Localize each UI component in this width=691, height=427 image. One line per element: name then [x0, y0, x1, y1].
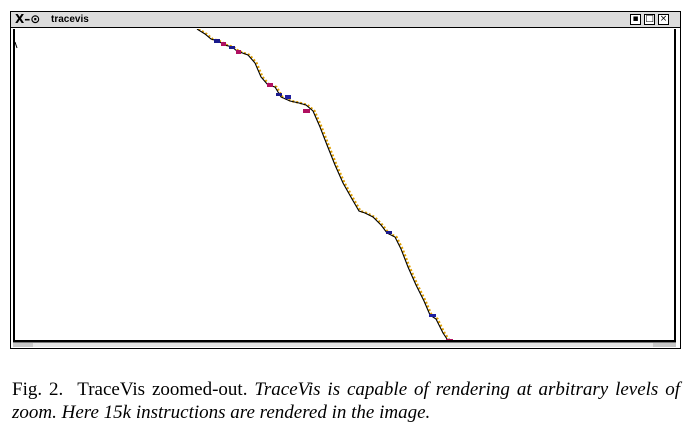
- close-button[interactable]: ×: [658, 14, 669, 25]
- figure-description: TraceVis is capable of rendering at arbi…: [12, 379, 680, 423]
- instruction-block-marker: [386, 231, 392, 234]
- tracevis-window: X–⊙ tracevis ▪ □ ×: [10, 11, 681, 349]
- instruction-block-marker: [446, 339, 453, 340]
- instruction-block-marker: [229, 46, 235, 49]
- figure-title: TraceVis zoomed-out.: [77, 379, 248, 400]
- window-title: tracevis: [51, 14, 89, 25]
- trace-visualization: [15, 29, 453, 340]
- instruction-block-marker: [221, 42, 226, 46]
- instruction-block-marker: [236, 50, 241, 54]
- scrollbar-thumb[interactable]: [33, 343, 653, 347]
- trace-accent-line: [197, 29, 451, 340]
- instruction-block-marker: [214, 39, 220, 43]
- figure-label: Fig. 2.: [12, 379, 64, 400]
- horizontal-scrollbar[interactable]: [13, 342, 676, 347]
- trace-line: [196, 29, 449, 340]
- window-menu-icon[interactable]: X–⊙: [15, 12, 41, 26]
- trace-canvas[interactable]: [13, 29, 676, 342]
- instruction-block-marker: [267, 83, 273, 87]
- maximize-button[interactable]: □: [644, 14, 655, 25]
- instruction-block-marker: [276, 93, 282, 96]
- instruction-block-marker: [429, 314, 436, 317]
- instruction-block-marker: [303, 109, 310, 113]
- minimize-button[interactable]: ▪: [630, 14, 641, 25]
- canvas-edge-tick: [15, 41, 18, 49]
- figure-caption: Fig. 2. TraceVis zoomed-out. TraceVis is …: [12, 378, 680, 424]
- instruction-block-marker: [285, 95, 291, 99]
- title-bar[interactable]: X–⊙ tracevis ▪ □ ×: [11, 12, 680, 28]
